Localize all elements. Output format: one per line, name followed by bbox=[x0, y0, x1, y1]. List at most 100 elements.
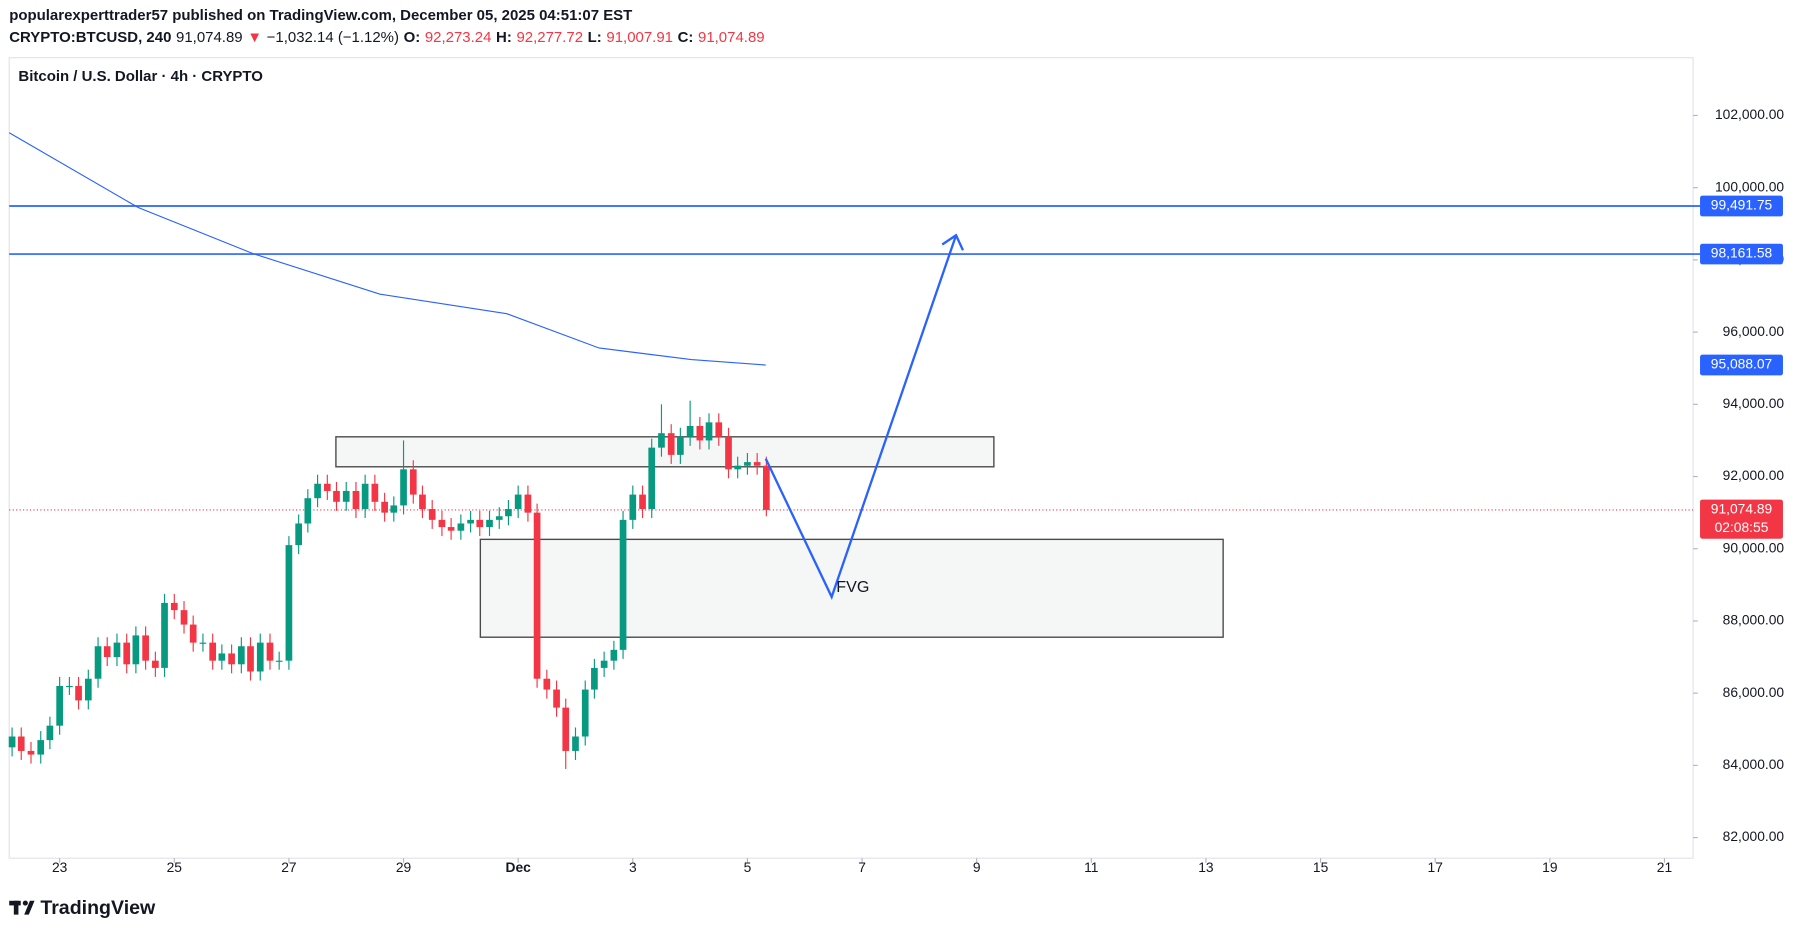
y-tick-label: 94,000.00 bbox=[1723, 395, 1785, 411]
candle-body bbox=[524, 494, 532, 513]
y-tick-label: 96,000.00 bbox=[1723, 323, 1785, 339]
quote-part: CRYPTO:BTCUSD, 240 bbox=[9, 29, 171, 46]
candle-body bbox=[476, 519, 484, 528]
x-tick-label: 13 bbox=[1198, 859, 1214, 875]
x-tick-label: 21 bbox=[1657, 859, 1672, 875]
zone bbox=[479, 538, 1224, 638]
x-tick-label: 15 bbox=[1313, 859, 1329, 875]
candle-body bbox=[75, 685, 82, 701]
candle-body bbox=[447, 527, 455, 531]
candle-body bbox=[314, 483, 321, 499]
quote-part: H: bbox=[496, 29, 512, 46]
quote-part: O: bbox=[404, 29, 421, 46]
candle-body bbox=[619, 519, 627, 650]
candle-body bbox=[505, 509, 512, 517]
candle-body bbox=[8, 736, 16, 748]
candle-body bbox=[533, 512, 541, 679]
x-tick-label: 11 bbox=[1084, 859, 1098, 875]
candle-body bbox=[486, 519, 493, 528]
y-tick-label: 100,000.00 bbox=[1715, 178, 1784, 194]
candle-body bbox=[514, 494, 522, 510]
candle-body bbox=[285, 545, 293, 661]
x-tick-label: Dec bbox=[505, 859, 531, 875]
candle-body bbox=[763, 465, 770, 510]
x-tick-label: 29 bbox=[396, 859, 412, 875]
candle-body bbox=[753, 462, 761, 466]
x-tick-label: 5 bbox=[744, 859, 752, 875]
y-tick-label: 82,000.00 bbox=[1723, 828, 1785, 844]
chart-title: Bitcoin / U.S. Dollar · 4h · CRYPTO bbox=[18, 68, 263, 85]
quote-part: 91,074.89 bbox=[698, 29, 765, 46]
candle-body bbox=[562, 707, 570, 751]
candle-body bbox=[37, 740, 45, 755]
x-tick-label: 23 bbox=[52, 859, 68, 875]
candle-body bbox=[199, 642, 207, 644]
y-tick-label: 84,000.00 bbox=[1723, 756, 1785, 772]
x-tick-label: 27 bbox=[281, 859, 296, 875]
moving-average bbox=[8, 132, 766, 366]
y-tick-label: 88,000.00 bbox=[1723, 612, 1785, 628]
candle-body bbox=[667, 433, 675, 455]
quote-part: C: bbox=[678, 29, 694, 46]
quote-line: CRYPTO:BTCUSD, 240 91,074.89 ▼ −1,032.14 (−… bbox=[9, 29, 764, 46]
candle-body bbox=[371, 483, 379, 502]
candle-body bbox=[677, 436, 684, 455]
zone bbox=[335, 436, 995, 468]
candle-body bbox=[152, 660, 159, 668]
candle-body bbox=[658, 433, 665, 448]
candle-body bbox=[84, 678, 92, 701]
candle-body bbox=[734, 465, 742, 470]
x-tick-label: 9 bbox=[973, 859, 981, 875]
candle-body bbox=[409, 469, 417, 495]
candle-body bbox=[323, 483, 331, 491]
quote-part: −1,032.14 (−1.12%) bbox=[267, 29, 399, 46]
candle-body bbox=[132, 635, 140, 665]
candle-body bbox=[428, 509, 436, 520]
candle-body bbox=[342, 490, 350, 502]
x-tick-label: 7 bbox=[858, 859, 866, 875]
candle-body bbox=[572, 736, 579, 751]
candle-body bbox=[275, 660, 283, 662]
candle-body bbox=[161, 602, 168, 668]
arrow-head bbox=[941, 233, 965, 251]
candle-body bbox=[218, 653, 226, 661]
last-price-label: 91,074.89 bbox=[1711, 501, 1773, 517]
candle-body bbox=[381, 501, 388, 513]
candle-body bbox=[256, 642, 264, 672]
candle-body bbox=[705, 422, 713, 441]
x-tick-label: 17 bbox=[1428, 859, 1443, 875]
zone-label: FVG bbox=[836, 578, 869, 596]
candle-body bbox=[686, 425, 694, 437]
quote-part: 91,007.91 bbox=[606, 29, 673, 46]
candle-body bbox=[352, 490, 360, 510]
candle-body bbox=[123, 642, 131, 665]
candle-body bbox=[639, 494, 646, 510]
candle-body bbox=[180, 610, 188, 625]
candle-body bbox=[46, 725, 54, 741]
candle-body bbox=[610, 649, 618, 661]
candle-body bbox=[725, 436, 732, 470]
publisher: popularexperttrader57 published on Tradi… bbox=[9, 7, 632, 24]
quote-part: ▼ bbox=[247, 29, 262, 46]
quote-part: 91,074.89 bbox=[176, 29, 243, 46]
candle-body bbox=[467, 519, 474, 524]
candle-body bbox=[543, 678, 551, 690]
candle-body bbox=[209, 642, 217, 661]
candle-body bbox=[295, 523, 302, 546]
brand-logo bbox=[9, 900, 35, 915]
quote-part: 92,273.24 bbox=[425, 29, 492, 46]
projection-path bbox=[764, 234, 958, 600]
candle-body bbox=[27, 750, 35, 755]
candle-body bbox=[629, 494, 637, 520]
ma-label: 95,088.07 bbox=[1711, 356, 1772, 372]
candle-body bbox=[247, 646, 254, 672]
candle-body bbox=[696, 425, 704, 441]
candle-body bbox=[266, 642, 274, 661]
candle-body bbox=[361, 483, 369, 510]
x-tick-label: 25 bbox=[167, 859, 183, 875]
candle-body bbox=[142, 635, 149, 661]
last-price-box bbox=[1700, 499, 1783, 539]
x-tick-label: 3 bbox=[629, 859, 637, 875]
